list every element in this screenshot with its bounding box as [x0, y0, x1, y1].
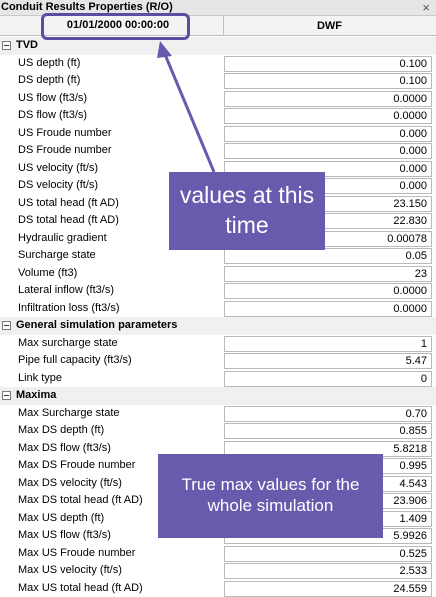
max-callout: True max values for the whole simulation [158, 454, 383, 538]
time-callout: values at this time [169, 172, 325, 250]
